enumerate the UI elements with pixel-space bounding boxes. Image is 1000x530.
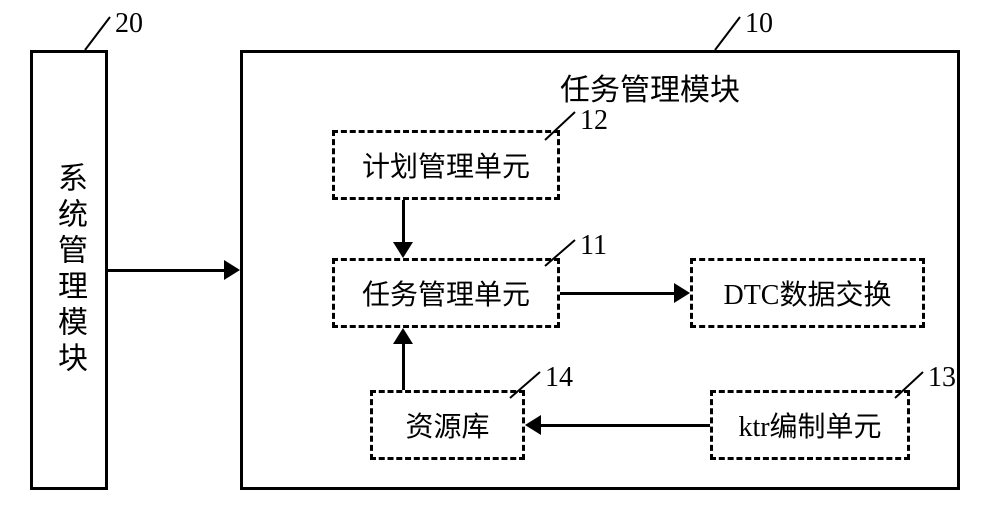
resource-library-label: 资源库 bbox=[405, 405, 489, 445]
arrow-ktr-to-resource-head bbox=[525, 415, 541, 435]
system-management-module-label: 系统管理模块 bbox=[47, 162, 91, 378]
ktr-compile-unit-label: ktr编制单元 bbox=[738, 405, 881, 445]
arrow-task-to-dtc-line bbox=[560, 292, 676, 295]
task-management-module-title-label: 任务管理模块 bbox=[560, 65, 740, 109]
arrow-plan-to-task-head bbox=[393, 242, 413, 258]
task-management-module-title: 任务管理模块 bbox=[510, 62, 790, 112]
arrow-task-to-dtc-head bbox=[674, 283, 690, 303]
callout-14-label: 14 bbox=[545, 362, 573, 394]
callout-13-label: 13 bbox=[928, 362, 956, 394]
resource-library-box: 资源库 bbox=[370, 390, 525, 460]
callout-20-label: 20 bbox=[115, 8, 143, 40]
arrow-left-to-right-head bbox=[224, 260, 240, 280]
dtc-data-exchange-box: DTC数据交换 bbox=[690, 258, 925, 328]
plan-management-unit-label: 计划管理单元 bbox=[362, 145, 530, 185]
arrow-resource-to-task-head bbox=[393, 328, 413, 344]
callout-10-label: 10 bbox=[745, 8, 773, 40]
arrow-resource-to-task-line bbox=[402, 344, 405, 390]
arrow-left-to-right-line bbox=[108, 269, 226, 272]
plan-management-unit-box: 计划管理单元 bbox=[332, 130, 560, 200]
task-management-unit-label: 任务管理单元 bbox=[362, 273, 530, 313]
dtc-data-exchange-label: DTC数据交换 bbox=[723, 273, 891, 313]
arrow-ktr-to-resource-line bbox=[541, 424, 710, 427]
ktr-compile-unit-box: ktr编制单元 bbox=[710, 390, 910, 460]
arrow-plan-to-task-line bbox=[402, 200, 405, 244]
system-management-module-box: 系统管理模块 bbox=[30, 50, 108, 490]
callout-11-label: 11 bbox=[580, 230, 607, 262]
callout-12-label: 12 bbox=[580, 105, 608, 137]
task-management-unit-box: 任务管理单元 bbox=[332, 258, 560, 328]
